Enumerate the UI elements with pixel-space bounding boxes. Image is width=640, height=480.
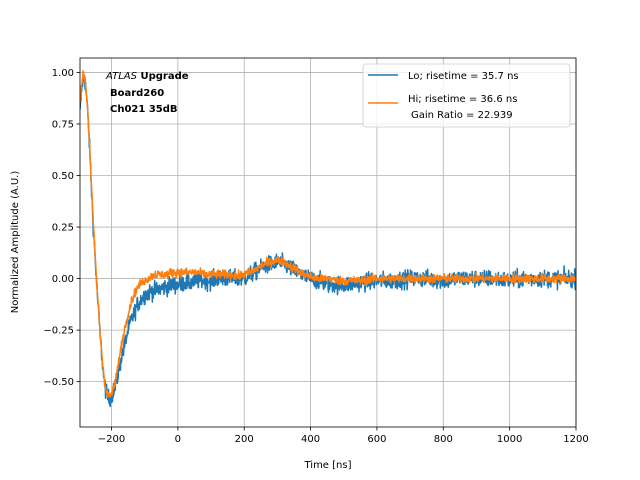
- x-tick-label: 200: [235, 434, 254, 445]
- annotation-channel: Ch021 35dB: [110, 104, 178, 115]
- y-axis-label: Normalized Amplitude (A.U.): [10, 171, 21, 314]
- legend-label-lo: Lo; risetime = 35.7 ns: [408, 71, 519, 82]
- x-tick-label: 1200: [563, 434, 588, 445]
- y-tick-label: −0.25: [43, 326, 74, 337]
- x-tick-label: 400: [301, 434, 320, 445]
- x-tick-label: −200: [98, 434, 125, 445]
- annotation-board: Board260: [110, 88, 164, 99]
- y-tick-label: 0.00: [52, 274, 74, 285]
- atlas-annotation: ATLAS Upgrade Board260 Ch021 35dB: [105, 71, 189, 115]
- y-tick-label: 1.00: [52, 68, 74, 79]
- y-tick-label: 0.75: [52, 119, 74, 130]
- annotation-upgrade: Upgrade: [137, 71, 189, 82]
- x-tick-label: 1000: [497, 434, 522, 445]
- y-tick-label: 0.50: [52, 171, 74, 182]
- ticks: −200 0 200 400 600 800 1000 1200 −0.50 −0.25 0.00 0…: [43, 68, 588, 445]
- x-tick-label: 600: [367, 434, 386, 445]
- x-tick-label: 800: [434, 434, 453, 445]
- legend: Lo; risetime = 35.7 ns Hi; risetime = 36…: [362, 63, 571, 128]
- series-hi-line: [80, 70, 576, 398]
- legend-box: [362, 63, 571, 128]
- x-axis-label: Time [ns]: [303, 460, 351, 471]
- x-tick-label: 0: [175, 434, 181, 445]
- y-tick-label: −0.50: [43, 377, 74, 388]
- series-layer: [80, 70, 576, 408]
- annotation-atlas: ATLAS: [105, 71, 138, 82]
- y-tick-label: 0.25: [52, 223, 74, 234]
- plot-frame: [79, 57, 577, 428]
- annotation-line-1: ATLAS Upgrade: [105, 71, 189, 82]
- legend-label-gain-ratio: Gain Ratio = 22.939: [411, 110, 513, 121]
- legend-label-hi: Hi; risetime = 36.6 ns: [408, 94, 517, 105]
